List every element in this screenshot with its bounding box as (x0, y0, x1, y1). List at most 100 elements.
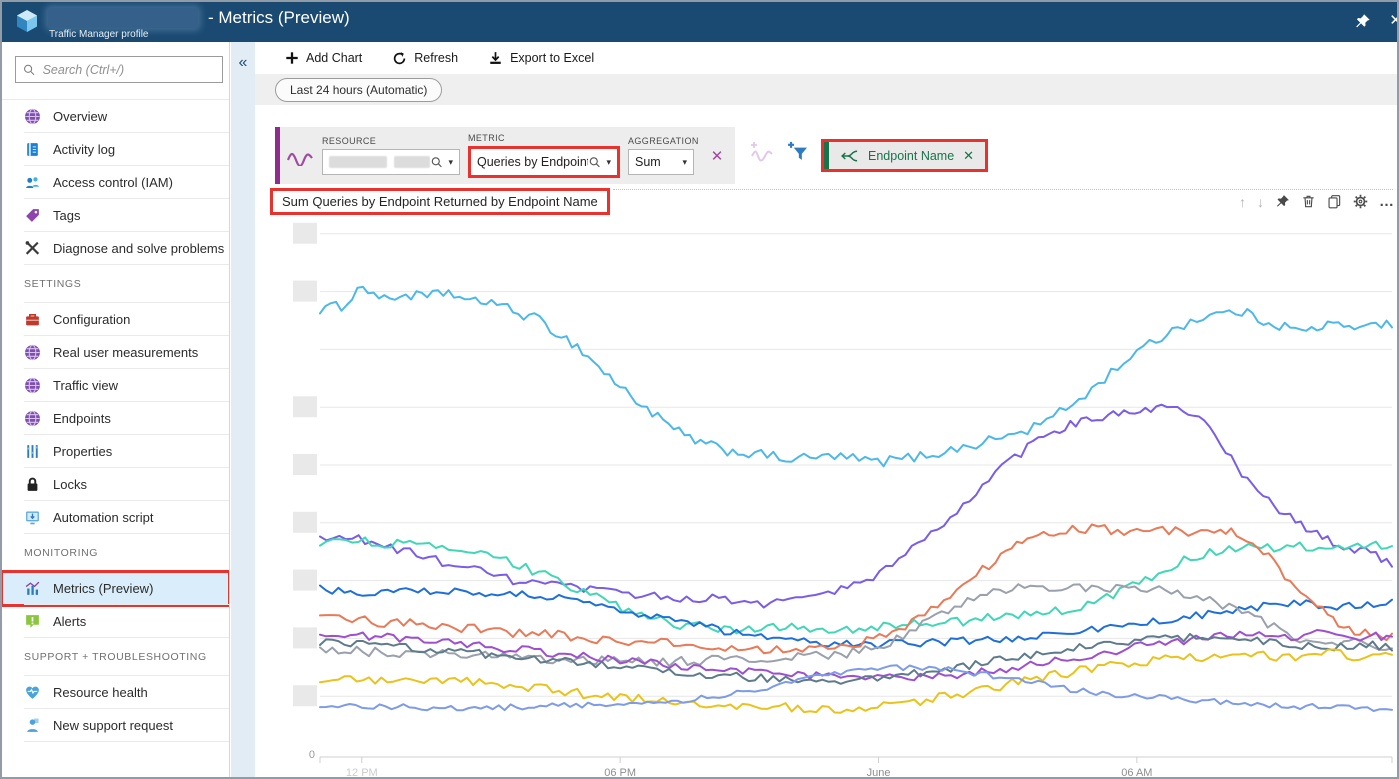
titlebar: - Metrics (Preview) Traffic Manager prof… (2, 2, 1397, 42)
resource-picker[interactable]: ▾ (322, 149, 460, 175)
sidebar-item-tags[interactable]: Tags (2, 199, 229, 232)
sidebar-item-access-control[interactable]: Access control (IAM) (2, 166, 229, 199)
chart-title-wrap: Sum Queries by Endpoint Returned by Endp… (270, 188, 610, 215)
aggregation-field-group: AGGREGATION Sum ▾ (628, 136, 699, 175)
add-filter-icon[interactable] (786, 138, 810, 167)
remove-metric-icon[interactable]: ✕ (710, 147, 724, 165)
metric-line-icon (286, 152, 313, 166)
export-excel-label: Export to Excel (510, 51, 595, 65)
activity-log-icon (27, 143, 38, 156)
x-axis-tick-label: 06 AM (1121, 767, 1152, 779)
plus-icon (286, 52, 298, 64)
chart-title: Sum Queries by Endpoint Returned by Endp… (270, 188, 610, 215)
sidebar-item-label: Configuration (53, 312, 131, 327)
remove-split-icon[interactable]: ✕ (963, 147, 975, 163)
sidebar-item-label: Resource health (53, 685, 148, 700)
globe-icon (25, 377, 40, 394)
resource-field-group: RESOURCE ▾ (322, 136, 460, 175)
refresh-label: Refresh (414, 51, 459, 65)
automation-script-icon (26, 511, 39, 525)
metrics-line-chart: 0 12 PM 06 PM June 06 AM (293, 222, 1393, 779)
sidebar-item-label: Diagnose and solve problems (53, 241, 225, 256)
sidebar-item-activity-log[interactable]: Activity log (2, 133, 229, 166)
traffic-manager-cube-icon (11, 6, 43, 42)
move-down-icon[interactable]: ↓ (1257, 193, 1264, 210)
sidebar-item-label: Real user measurements (53, 345, 199, 360)
series-endpoint-violet (319, 403, 1393, 609)
redacted-y-label (293, 627, 317, 649)
add-chart-button[interactable]: Add Chart (285, 51, 362, 65)
collapse-sidebar-icon[interactable]: « (238, 54, 248, 71)
sidebar-section-support: SUPPORT + TROUBLESHOOTING (2, 638, 229, 676)
tag-icon (26, 209, 39, 222)
redacted-profile-name (48, 8, 198, 28)
sidebar-item-label: Automation script (53, 510, 154, 525)
sidebar-item-locks[interactable]: Locks (2, 468, 229, 501)
people-icon (26, 177, 39, 189)
aggregation-value: Sum (635, 155, 661, 169)
chart-settings-gear-icon[interactable] (1353, 194, 1368, 209)
time-range-pill[interactable]: Last 24 hours (Automatic) (275, 78, 443, 102)
sidebar-collapse-strip: « (231, 42, 255, 777)
sidebar-item-properties[interactable]: Properties (2, 435, 229, 468)
sidebar-item-label: New support request (53, 718, 173, 733)
sidebar-item-metrics-preview[interactable]: Metrics (Preview) (2, 570, 229, 607)
sidebar-item-configuration[interactable]: Configuration (2, 303, 229, 336)
resource-label: RESOURCE (322, 136, 377, 146)
time-range-band: Last 24 hours (Automatic) (255, 74, 1397, 105)
refresh-icon (394, 51, 406, 64)
resource-health-icon (26, 686, 39, 699)
chip-accent-stripe (824, 142, 829, 169)
sliders-icon (26, 445, 39, 458)
redacted-y-label (293, 454, 317, 475)
aggregation-select[interactable]: Sum ▾ (628, 149, 694, 175)
y-axis-zero-label: 0 (309, 749, 315, 761)
globe-icon (25, 108, 40, 125)
series-endpoint-cornflower (319, 664, 1393, 712)
sidebar-item-traffic-view[interactable]: Traffic view (2, 369, 229, 402)
sidebar-item-real-user-measurements[interactable]: Real user measurements (2, 336, 229, 369)
globe-icon (25, 344, 40, 361)
sidebar-item-alerts[interactable]: Alerts (2, 605, 229, 638)
more-options-icon[interactable]: … (1379, 193, 1395, 210)
redacted-resource-name (329, 156, 387, 168)
chevron-down-icon: ▾ (606, 156, 611, 167)
redacted-y-label (293, 222, 317, 244)
sidebar-item-resource-health[interactable]: Resource health (2, 676, 229, 709)
sidebar-item-label: Overview (53, 109, 108, 124)
copy-chart-icon[interactable] (1327, 194, 1342, 209)
split-by-endpoint-chip[interactable]: Endpoint Name ✕ (821, 139, 989, 172)
sidebar-search-row (2, 42, 229, 100)
add-chart-label: Add Chart (306, 51, 363, 65)
pin-blade-icon[interactable] (1354, 13, 1371, 35)
sidebar-item-diagnose[interactable]: Diagnose and solve problems (2, 232, 229, 265)
sidebar-item-new-support-request[interactable]: New support request (2, 709, 229, 742)
pin-chart-icon[interactable] (1275, 194, 1290, 209)
resource-type-label: Traffic Manager profile (49, 29, 149, 40)
metric-field-group: METRIC Queries by Endpoint... ▾ (468, 133, 620, 178)
sidebar: Overview Activity log Access control (IA… (2, 42, 230, 777)
redacted-y-label (293, 396, 317, 418)
redacted-resource-name (394, 156, 430, 168)
split-chip-wrap: Endpoint Name ✕ (821, 139, 989, 174)
sidebar-item-endpoints[interactable]: Endpoints (2, 402, 229, 435)
sidebar-item-label: Alerts (53, 614, 87, 629)
sidebar-item-automation-script[interactable]: Automation script (2, 501, 229, 534)
aggregation-label: AGGREGATION (628, 136, 699, 146)
metric-label: METRIC (468, 133, 505, 143)
add-metric-icon[interactable] (749, 140, 775, 167)
download-icon (490, 51, 501, 64)
sidebar-item-label: Tags (53, 208, 81, 223)
metric-picker[interactable]: Queries by Endpoint... ▾ (471, 149, 617, 175)
sidebar-section-settings: SETTINGS (2, 265, 229, 303)
search-box[interactable] (15, 56, 223, 83)
refresh-button[interactable]: Refresh (392, 51, 458, 66)
series-endpoint-orchid (319, 629, 1393, 682)
metric-highlight-box: Queries by Endpoint... ▾ (468, 146, 620, 178)
delete-chart-icon[interactable] (1301, 194, 1316, 209)
move-up-icon[interactable]: ↑ (1239, 193, 1246, 210)
export-excel-button[interactable]: Export to Excel (488, 51, 594, 66)
sidebar-item-overview[interactable]: Overview (2, 100, 229, 133)
close-blade-icon[interactable]: ✕ (1389, 11, 1397, 29)
search-input[interactable] (42, 62, 215, 77)
